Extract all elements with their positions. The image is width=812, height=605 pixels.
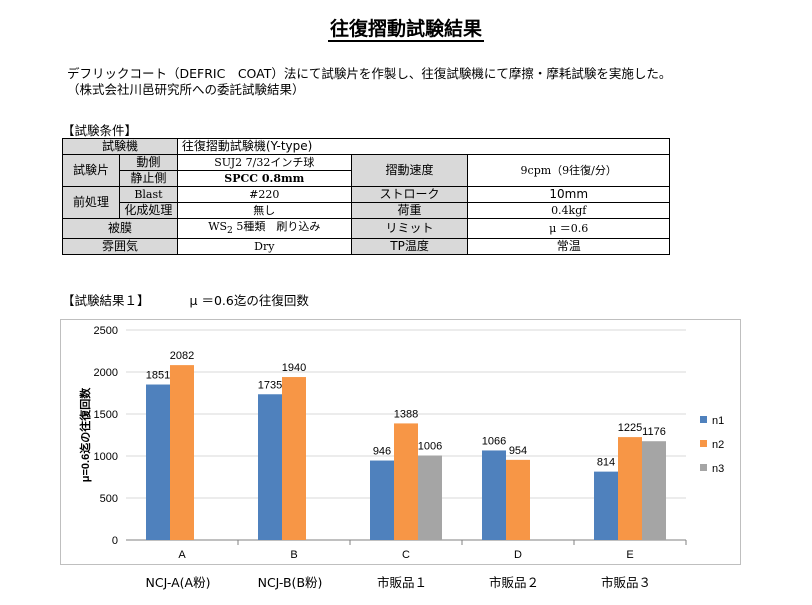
sample-name: 市販品２ [488, 575, 540, 590]
intro-line-1: デフリックコート（DEFRIC COAT）法にて試験片を作製し、往復試験機にて摩… [67, 66, 672, 81]
blast-label: Blast [118, 186, 178, 203]
table-row: 試験機 往復摺動試験機(Y-type) [62, 138, 671, 155]
moving-value: SUJ2 7/32インチ球 [176, 154, 352, 171]
table-row: 被膜 WS2 5種類 刷り込み リミット μ ＝0.6 [62, 217, 670, 240]
chem-value: 無し [176, 202, 352, 219]
chem-label: 化成処理 [118, 202, 178, 219]
sample-name: NCJ-B(B粉) [257, 575, 323, 590]
speed-label: 摺動速度 [350, 154, 469, 187]
atmos-label: 雰囲気 [62, 238, 178, 256]
specimen-label: 試験片 [62, 154, 120, 187]
page-title: 往復摺動試験結果 [0, 14, 812, 42]
coating-value-pre: WS [208, 220, 228, 233]
load-label: 荷重 [350, 202, 469, 219]
stroke-value: 10mm [467, 186, 670, 203]
blast-value: #220 [176, 186, 352, 203]
results-subheading: μ ＝0.6迄の往復回数 [189, 293, 309, 308]
title-text: 往復摺動試験結果 [327, 18, 484, 42]
coating-value-post: 5種類 刷り込み [232, 220, 321, 233]
table-row: 雰囲気 Dry TP温度 常温 [62, 238, 670, 256]
machine-label: 試験機 [62, 138, 178, 155]
results-heading-label: 【試験結果１】 [62, 293, 150, 308]
table-row: 前処理 Blast #220 ストローク 10mm [62, 186, 670, 219]
coating-label: 被膜 [62, 217, 178, 240]
moving-label: 動側 [118, 154, 178, 171]
atmos-value: Dry [176, 238, 352, 256]
sample-name: NCJ-A(A粉) [145, 575, 211, 590]
sample-names: NCJ-A(A粉) NCJ-B(B粉) 市販品１ 市販品２ 市販品３ [0, 572, 812, 592]
coating-value-sub: 2 [227, 225, 233, 237]
sample-name: 市販品１ [376, 575, 428, 590]
machine-value: 往復摺動試験機(Y-type) [176, 138, 671, 155]
table-row: 試験片 動側 SUJ2 7/32インチ球 摺動速度 9cpm（9往復/分） [62, 154, 670, 187]
results-heading: 【試験結果１】 μ ＝0.6迄の往復回数 [62, 290, 309, 309]
conditions-heading: 【試験条件】 [62, 123, 138, 138]
tp-value: 常温 [467, 238, 670, 256]
stroke-label: ストローク [350, 186, 469, 203]
intro: デフリックコート（DEFRIC COAT）法にて試験片を作製し、往復試験機にて摩… [67, 66, 671, 98]
coating-value: WS2 5種類 刷り込み [176, 217, 352, 240]
pretreat-label: 前処理 [62, 186, 120, 219]
conditions-table: 試験機 往復摺動試験機(Y-type) 試験片 動側 SUJ2 7/32インチ球… [62, 138, 671, 256]
stationary-value: SPCC 0.8mm [176, 170, 352, 187]
tp-label: TP温度 [350, 238, 469, 256]
limit-value: μ ＝0.6 [467, 217, 670, 240]
speed-value: 9cpm（9往復/分） [467, 154, 670, 187]
chart-frame [60, 319, 741, 565]
table-row: 化成処理 無し 荷重 0.4kgf [63, 202, 670, 219]
intro-line-2: （株式会社川邑研究所への委託試験結果） [67, 82, 305, 97]
sample-name: 市販品３ [600, 575, 652, 590]
table-row: 静止側 SPCC 0.8mm [63, 170, 670, 187]
stationary-label: 静止側 [118, 170, 178, 187]
limit-label: リミット [350, 217, 469, 240]
load-value: 0.4kgf [467, 202, 670, 219]
